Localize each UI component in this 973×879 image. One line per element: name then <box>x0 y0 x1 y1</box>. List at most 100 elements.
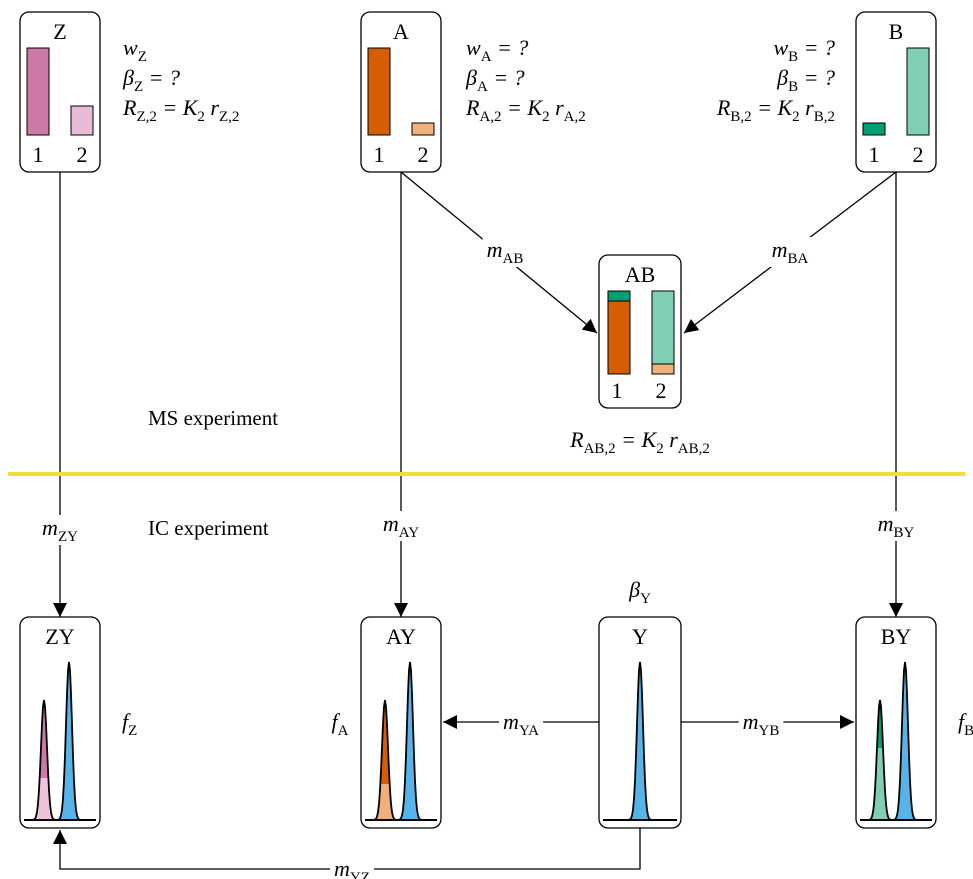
formula-text: RZ,2 = K2 rZ,2 <box>122 95 239 125</box>
formula: wB = ? <box>773 35 835 65</box>
formula-main: m <box>42 515 58 540</box>
formula-text: fZ <box>122 709 137 739</box>
formula: fB <box>958 709 973 739</box>
bar-label: 1 <box>869 142 880 167</box>
formula-sub: YB <box>759 723 780 739</box>
formula: fZ <box>122 709 137 739</box>
formula-main: m <box>487 237 503 262</box>
formula-main: = ? <box>143 65 180 90</box>
label-bg <box>378 511 424 541</box>
formula-sub: 2 <box>656 441 664 457</box>
formula-sub: 2 <box>542 109 550 125</box>
formula-main: r <box>550 95 565 120</box>
formula: mBY <box>873 511 919 541</box>
formula-sub: AB,2 <box>678 441 710 457</box>
formula-main: f <box>958 709 967 734</box>
formula-text: βA = ? <box>465 65 525 95</box>
label-bg <box>499 709 544 739</box>
formula-text: βZ = ? <box>122 65 180 95</box>
formula-sub: A,2 <box>479 109 501 125</box>
formula-sub: A <box>338 723 349 739</box>
node-label: ZY <box>45 624 74 649</box>
formula-main: = K <box>157 95 199 120</box>
formula: RAB,2 = K2 rAB,2 <box>569 427 710 457</box>
formula-main: f <box>122 709 131 734</box>
formula-main: r <box>205 95 220 120</box>
formula-main: w <box>773 35 788 60</box>
formula-sub: B,2 <box>730 109 751 125</box>
formula-text: βB = ? <box>776 65 835 95</box>
node-label: BY <box>881 624 912 649</box>
formula: mAB <box>482 237 528 267</box>
formula-sub: Z <box>134 79 143 95</box>
formula: βY <box>628 577 651 607</box>
formula-sub: 2 <box>792 109 800 125</box>
node-label: A <box>393 19 409 44</box>
node-label: AB <box>625 262 656 287</box>
section-label: MS experiment <box>148 406 278 430</box>
formula: wZ <box>123 35 147 65</box>
formula: mZY <box>38 515 83 545</box>
node-label: B <box>889 19 904 44</box>
formula-text: mYB <box>743 709 780 739</box>
label-bg <box>330 856 374 879</box>
formula-text: βY <box>628 577 651 607</box>
formula-sub: B <box>788 79 798 95</box>
bar-label: 2 <box>418 142 429 167</box>
formula: mYA <box>499 709 544 739</box>
formula-main: R <box>465 95 480 120</box>
formula-sub: A <box>477 79 488 95</box>
formula: RB,2 = K2 rB,2 <box>716 95 835 125</box>
formula-sub: Z <box>128 723 137 739</box>
formula-text: mAB <box>487 237 524 267</box>
node-label: AY <box>386 624 416 649</box>
label-bg <box>767 237 813 267</box>
bar <box>411 122 435 136</box>
formula: βB = ? <box>776 65 835 95</box>
formula-main: w <box>123 35 138 60</box>
formula: RZ,2 = K2 rZ,2 <box>122 95 239 125</box>
label-bg <box>738 709 784 739</box>
formula-text: RAB,2 = K2 rAB,2 <box>569 427 710 457</box>
formula-main: m <box>772 237 788 262</box>
formula: mAY <box>378 511 424 541</box>
bar-label: 2 <box>656 378 667 403</box>
formula-main: m <box>743 709 759 734</box>
formula-main: β <box>465 65 477 90</box>
formula: mBA <box>767 237 813 267</box>
formula-main: f <box>332 709 341 734</box>
bar-label: 1 <box>374 142 385 167</box>
formula: βZ = ? <box>122 65 180 95</box>
formula-text: mAY <box>383 511 419 541</box>
label-bg <box>873 511 919 541</box>
formula-sub: A,2 <box>564 109 586 125</box>
formula-sub: YZ <box>350 870 370 879</box>
formula-sub: ZY <box>58 529 78 545</box>
formula: wA = ? <box>466 35 528 65</box>
formula-sub: AB <box>503 251 524 267</box>
node-label: Y <box>632 624 648 649</box>
formula-text: wA = ? <box>466 35 528 65</box>
formula-sub: AB,2 <box>584 441 616 457</box>
formula-sub: Z,2 <box>219 109 239 125</box>
formula: βA = ? <box>465 65 525 95</box>
formula-main: = K <box>616 427 658 452</box>
formula-main: β <box>776 65 788 90</box>
formula-main: r <box>664 427 679 452</box>
formula-sub: Z <box>138 49 147 65</box>
formula-main: = K <box>502 95 544 120</box>
label-bg <box>482 237 528 267</box>
formula-main: = ? <box>492 35 529 60</box>
formula-main: β <box>628 577 640 602</box>
formula-sub: B <box>788 49 798 65</box>
formula-main: β <box>122 65 134 90</box>
formula-sub: AY <box>399 525 419 541</box>
bar <box>26 47 50 136</box>
formula-main: = ? <box>798 65 835 90</box>
formula-sub: 2 <box>197 109 205 125</box>
formula-text: fA <box>332 709 349 739</box>
node-label: Z <box>53 19 66 44</box>
formula-text: fB <box>958 709 973 739</box>
formula-text: RB,2 = K2 rB,2 <box>716 95 835 125</box>
bar-label: 2 <box>77 142 88 167</box>
